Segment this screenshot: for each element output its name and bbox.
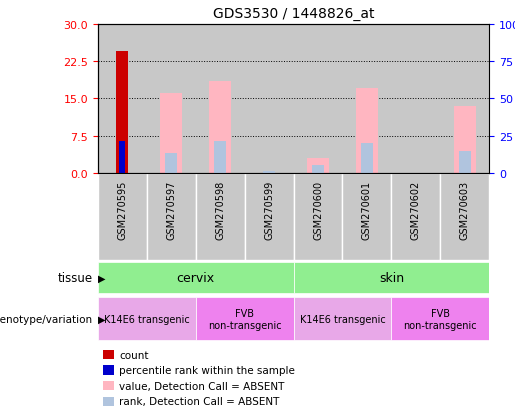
- Bar: [312, 166, 324, 173]
- Bar: [356, 89, 378, 173]
- Bar: [263, 172, 275, 173]
- Bar: [307, 159, 329, 173]
- Bar: [196, 173, 245, 260]
- Bar: [294, 25, 342, 173]
- Bar: [294, 298, 391, 340]
- Text: GSM270601: GSM270601: [362, 180, 372, 240]
- Bar: [147, 25, 196, 173]
- Bar: [440, 173, 489, 260]
- Bar: [209, 82, 231, 173]
- Bar: [454, 107, 476, 173]
- Bar: [245, 173, 294, 260]
- Text: ▶: ▶: [98, 314, 106, 324]
- Bar: [342, 173, 391, 260]
- Bar: [342, 25, 391, 173]
- Bar: [391, 173, 440, 260]
- Text: genotype/variation: genotype/variation: [0, 314, 93, 324]
- Bar: [391, 298, 489, 340]
- Text: K14E6 transgenic: K14E6 transgenic: [104, 314, 190, 324]
- Bar: [196, 25, 245, 173]
- Bar: [119, 141, 125, 173]
- Text: GSM270602: GSM270602: [411, 180, 421, 240]
- Bar: [440, 25, 489, 173]
- Bar: [361, 144, 373, 173]
- Bar: [294, 262, 489, 294]
- Text: rank, Detection Call = ABSENT: rank, Detection Call = ABSENT: [119, 396, 280, 406]
- Bar: [116, 52, 128, 173]
- Bar: [147, 173, 196, 260]
- Text: GSM270598: GSM270598: [215, 180, 225, 240]
- Bar: [165, 154, 177, 173]
- Text: GSM270603: GSM270603: [460, 180, 470, 240]
- Bar: [160, 94, 182, 173]
- Bar: [459, 151, 471, 173]
- Bar: [214, 141, 226, 173]
- Text: GSM270597: GSM270597: [166, 180, 176, 240]
- Title: GDS3530 / 1448826_at: GDS3530 / 1448826_at: [213, 7, 374, 21]
- Text: count: count: [119, 350, 149, 360]
- Text: FVB
non-transgenic: FVB non-transgenic: [404, 308, 477, 330]
- Text: K14E6 transgenic: K14E6 transgenic: [300, 314, 385, 324]
- Text: FVB
non-transgenic: FVB non-transgenic: [208, 308, 281, 330]
- Bar: [98, 25, 147, 173]
- Bar: [98, 262, 294, 294]
- Bar: [98, 298, 196, 340]
- Text: percentile rank within the sample: percentile rank within the sample: [119, 365, 296, 375]
- Text: ▶: ▶: [98, 273, 106, 283]
- Bar: [245, 25, 294, 173]
- Text: tissue: tissue: [58, 271, 93, 284]
- Text: value, Detection Call = ABSENT: value, Detection Call = ABSENT: [119, 381, 285, 391]
- Bar: [294, 173, 342, 260]
- Bar: [196, 298, 294, 340]
- Text: GSM270595: GSM270595: [117, 180, 127, 240]
- Text: GSM270599: GSM270599: [264, 180, 274, 240]
- Text: cervix: cervix: [177, 271, 215, 284]
- Bar: [391, 25, 440, 173]
- Text: skin: skin: [379, 271, 404, 284]
- Text: GSM270600: GSM270600: [313, 180, 323, 240]
- Bar: [98, 173, 147, 260]
